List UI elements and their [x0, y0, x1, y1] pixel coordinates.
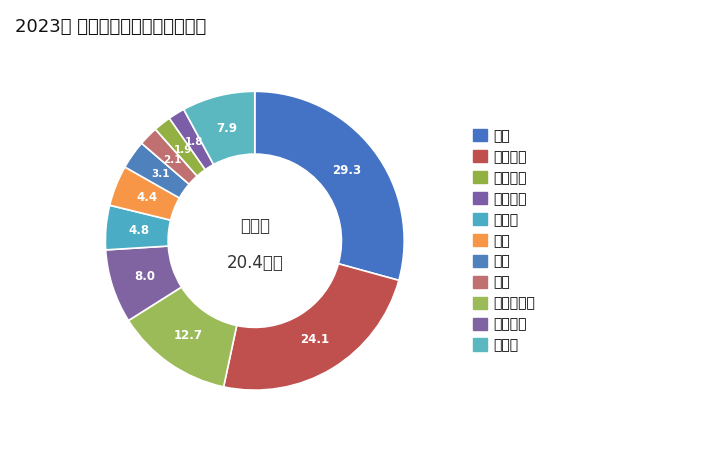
Text: 2.1: 2.1	[163, 155, 181, 165]
Wedge shape	[106, 205, 170, 250]
Legend: 中国, ベトナム, イタリア, フランス, ドイツ, 韓国, 米国, 香港, カンボジア, スペイン, その他: 中国, ベトナム, イタリア, フランス, ドイツ, 韓国, 米国, 香港, カ…	[467, 123, 541, 358]
Wedge shape	[183, 91, 255, 165]
Wedge shape	[255, 91, 404, 280]
Text: 総　額: 総 額	[240, 217, 270, 235]
Wedge shape	[125, 143, 189, 198]
Text: 20.4億円: 20.4億円	[226, 254, 283, 272]
Text: 1.8: 1.8	[185, 137, 203, 147]
Wedge shape	[106, 246, 181, 320]
Wedge shape	[141, 129, 197, 184]
Text: 4.8: 4.8	[129, 224, 150, 237]
Wedge shape	[223, 264, 399, 390]
Wedge shape	[170, 109, 213, 170]
Text: 2023年 輸出相手国のシェア（％）: 2023年 輸出相手国のシェア（％）	[15, 18, 206, 36]
Text: 24.1: 24.1	[301, 333, 330, 346]
Text: 8.0: 8.0	[134, 270, 155, 283]
Wedge shape	[155, 118, 205, 176]
Text: 4.4: 4.4	[137, 192, 158, 204]
Text: 1.9: 1.9	[174, 145, 192, 155]
Text: 7.9: 7.9	[216, 122, 237, 135]
Wedge shape	[110, 167, 179, 220]
Wedge shape	[128, 287, 237, 387]
Text: 12.7: 12.7	[174, 329, 203, 342]
Text: 3.1: 3.1	[151, 169, 170, 179]
Text: 29.3: 29.3	[332, 164, 361, 177]
